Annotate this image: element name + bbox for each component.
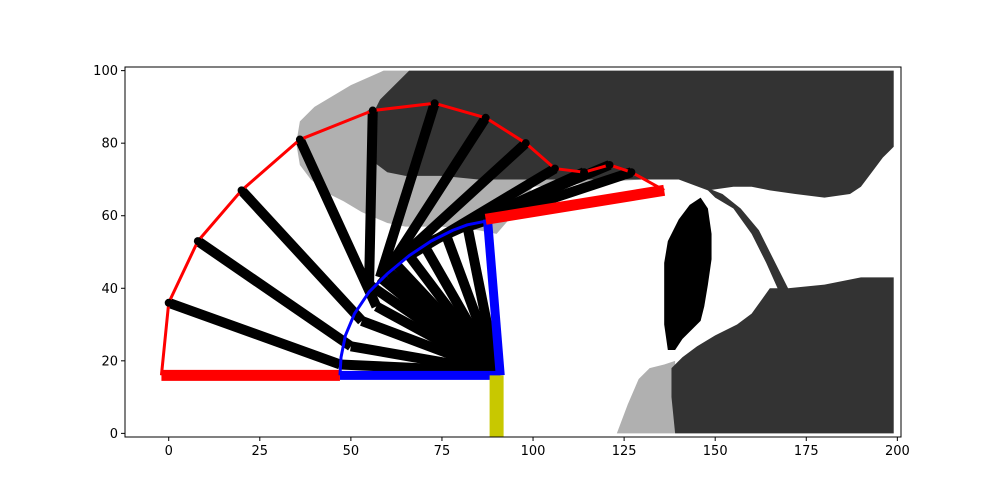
series-sweep-6 xyxy=(159,101,665,376)
sweep-link-3 xyxy=(295,137,381,309)
region-unknown-5 xyxy=(664,197,712,350)
series-path-3 xyxy=(483,218,505,376)
sweep-link-5 xyxy=(375,101,440,279)
x-tick-label-7: 175 xyxy=(794,444,819,459)
sweep-cap-2 xyxy=(237,186,246,195)
x-tick-label-2: 50 xyxy=(343,444,360,459)
sweep-link-23 xyxy=(462,225,502,373)
y-tick-label-4: 80 xyxy=(101,137,118,152)
sweep-link-4 xyxy=(364,110,378,285)
sweep-cap-9 xyxy=(580,168,589,177)
y-tick-label-1: 20 xyxy=(101,354,118,369)
y-tick-label-3: 60 xyxy=(101,209,118,224)
sweep-cap-1 xyxy=(193,237,202,246)
sweep-cap-3 xyxy=(295,135,304,144)
x-axis: 0 25 50 75 100 125 150 175 200 xyxy=(165,437,910,459)
x-tick-label-6: 150 xyxy=(703,444,728,459)
sweep-cap-5 xyxy=(430,99,439,108)
sweep-link-1 xyxy=(195,236,354,351)
trajectory-lines xyxy=(159,99,666,437)
sweep-cap-6 xyxy=(481,113,490,122)
sweep-cap-8 xyxy=(550,164,559,173)
region-occupied-4 xyxy=(671,277,894,434)
sweep-cap-10 xyxy=(605,160,614,169)
sweep-cap-0 xyxy=(164,298,173,307)
sweep-link-7 xyxy=(391,139,530,267)
x-tick-label-8: 200 xyxy=(885,444,910,459)
series-path-1 xyxy=(338,219,486,376)
y-axis: 0 20 40 60 80 100 xyxy=(93,64,125,442)
x-tick-label-3: 75 xyxy=(434,444,451,459)
series-arm-5 xyxy=(484,184,666,225)
sweep-link-6 xyxy=(383,115,490,273)
region-inflated-3 xyxy=(616,360,676,434)
y-tick-label-0: 0 xyxy=(110,427,118,442)
x-tick-label-4: 100 xyxy=(521,444,546,459)
x-tick-label-0: 0 xyxy=(165,444,173,459)
sweep-link-2 xyxy=(237,186,366,325)
sweep-links xyxy=(167,101,633,377)
sweep-cap-7 xyxy=(521,139,530,148)
sweep-link-0 xyxy=(167,298,342,370)
y-tick-label-5: 100 xyxy=(93,64,118,79)
sweep-cap-11 xyxy=(627,168,636,177)
plot-frame xyxy=(124,66,902,438)
y-tick-label-2: 40 xyxy=(101,282,118,297)
x-tick-label-1: 25 xyxy=(252,444,269,459)
sweep-cap-4 xyxy=(368,106,377,115)
x-tick-label-5: 125 xyxy=(612,444,637,459)
